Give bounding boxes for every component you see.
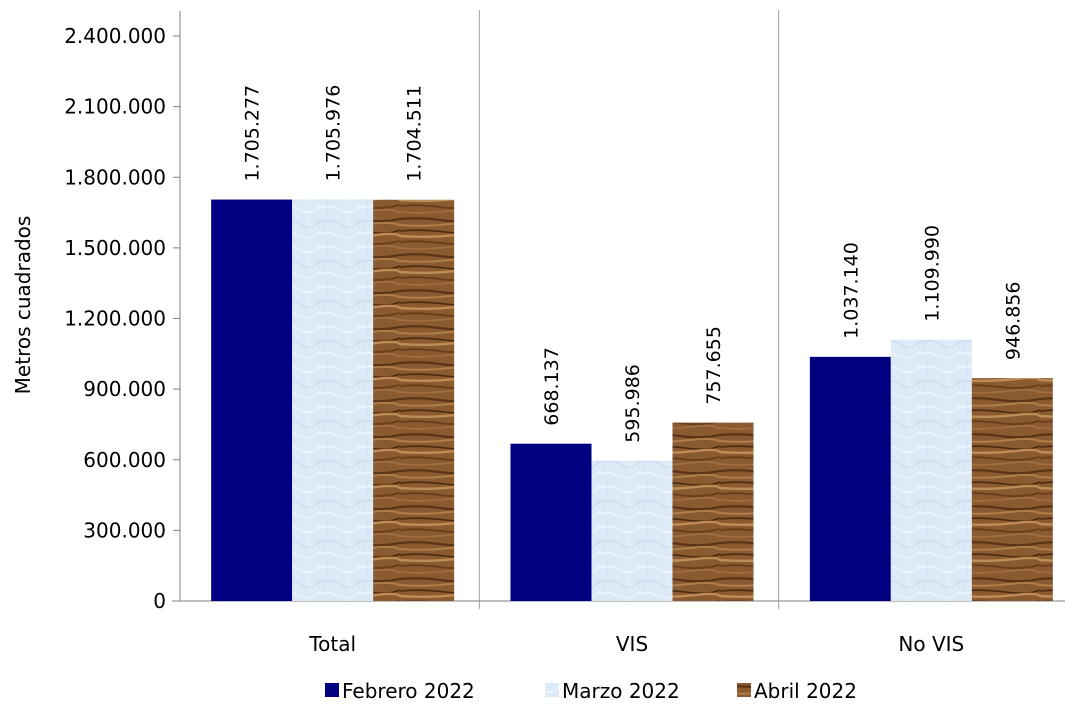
data-label: 668.137 xyxy=(541,347,563,426)
x-tick-label: VIS xyxy=(616,632,648,656)
y-tick-label: 2.100.000 xyxy=(64,95,166,119)
bar-febrero-2022-no-vis xyxy=(809,356,891,601)
bar-marzo-2022-total xyxy=(292,199,374,601)
legend-label: Marzo 2022 xyxy=(562,679,680,703)
legend: Febrero 2022 Marzo 2022 Abril 2022 xyxy=(325,679,857,703)
y-tick-label: 1.500.000 xyxy=(64,236,166,260)
bar-abril-2022-total xyxy=(373,199,455,601)
bar-febrero-2022-vis xyxy=(510,443,592,601)
data-label: 946.856 xyxy=(1002,282,1024,361)
y-tick-label: 1.200.000 xyxy=(64,307,166,331)
legend-swatch xyxy=(737,683,751,697)
x-tick-label: No VIS xyxy=(898,632,964,656)
data-label: 595.986 xyxy=(622,364,644,443)
legend-swatch xyxy=(325,683,339,697)
y-axis-ticks: 0 300.000 600.000 900.000 1.200.000 1.500.000… xyxy=(64,24,180,613)
bar-abril-2022-no-vis xyxy=(971,378,1053,601)
y-axis-title: Metros cuadrados xyxy=(11,216,35,395)
y-tick-label: 900.000 xyxy=(83,377,166,401)
y-tick-label: 1.800.000 xyxy=(64,165,166,189)
bars xyxy=(211,199,1053,601)
bar-abril-2022-vis xyxy=(672,422,754,601)
y-tick-label: 300.000 xyxy=(83,518,166,542)
bar-febrero-2022-total xyxy=(211,199,293,601)
data-label: 1.704.511 xyxy=(404,85,426,182)
x-tick-label: Total xyxy=(308,632,356,656)
data-label: 1.109.990 xyxy=(921,225,943,322)
data-label: 757.655 xyxy=(703,326,725,405)
y-tick-label: 2.400.000 xyxy=(64,24,166,48)
legend-swatch xyxy=(545,683,559,697)
legend-label: Abril 2022 xyxy=(754,679,857,703)
legend-label: Febrero 2022 xyxy=(342,679,475,703)
data-label: 1.037.140 xyxy=(840,242,862,339)
x-axis-category-labels: Total VIS No VIS xyxy=(308,632,964,656)
y-tick-label: 0 xyxy=(153,589,166,613)
bar-marzo-2022-vis xyxy=(591,460,673,601)
data-label: 1.705.976 xyxy=(323,85,345,182)
data-label: 1.705.277 xyxy=(242,85,264,182)
y-tick-label: 600.000 xyxy=(83,448,166,472)
bar-marzo-2022-no-vis xyxy=(890,339,972,601)
data-labels: 1.705.277 1.705.976 1.704.511 668.137 595.98… xyxy=(242,85,1025,443)
category-separators xyxy=(478,10,780,609)
